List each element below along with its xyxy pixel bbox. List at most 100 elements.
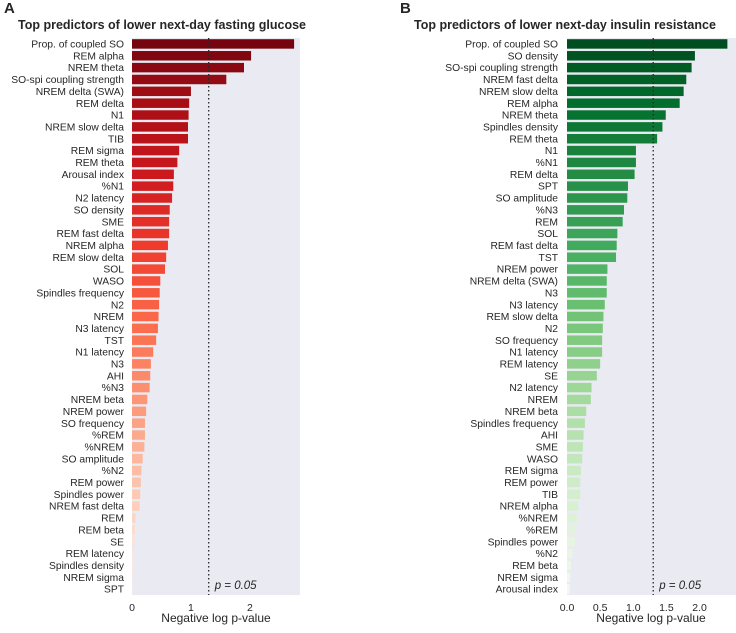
category-label: Prop. of coupled SO (465, 40, 558, 51)
bar-nrem-alpha (567, 501, 578, 510)
category-label: SE (110, 537, 124, 548)
category-label: REM slow delta (52, 253, 124, 264)
category-label: TST (539, 253, 559, 264)
panel-letter-a: A (4, 0, 15, 17)
bar-nrem-fast-delta (132, 501, 140, 510)
category-label: REM power (504, 478, 558, 489)
category-label: SO amplitude (62, 454, 125, 465)
bar-nrem-sigma (132, 572, 133, 581)
bar-nrem-delta-swa (132, 87, 191, 96)
category-label: Arousal index (496, 585, 559, 596)
bar-prop-of-coupled-so (132, 39, 294, 48)
bar-tib (132, 134, 188, 143)
bar-rem-power (567, 478, 580, 487)
category-label: N1 latency (509, 348, 559, 359)
bar-nrem (132, 442, 144, 451)
category-label: Spindles frequency (36, 288, 124, 299)
category-label: Arousal index (62, 170, 125, 181)
bar-se (132, 537, 134, 546)
category-label: N3 (545, 288, 558, 299)
category-label: SO density (508, 51, 559, 62)
category-label: SO frequency (61, 419, 125, 430)
category-label: SO-spi coupling strength (11, 75, 124, 86)
category-label: %NREM (85, 442, 124, 453)
panel-a: A Top predictors of lower next-day fasti… (4, 0, 306, 625)
category-label: Spindles density (49, 561, 125, 572)
bar-n2 (567, 549, 572, 558)
category-label: AHI (541, 431, 558, 442)
panel-a-title: Top predictors of lower next-day fasting… (18, 18, 306, 32)
category-label: N1 (545, 146, 558, 157)
bar-nrem (132, 312, 159, 321)
category-label: REM alpha (73, 51, 124, 62)
bar-rem (567, 525, 576, 534)
bar-rem-theta (132, 158, 177, 167)
bar-n1 (132, 181, 173, 190)
category-label: N3 latency (509, 300, 559, 311)
bar-n1-latency (567, 347, 602, 356)
category-label: %N2 (102, 466, 125, 477)
bar-so-frequency (132, 418, 145, 427)
bar-so-density (132, 205, 170, 214)
category-label: %N2 (536, 549, 559, 560)
category-label: NREM alpha (66, 241, 125, 252)
bar-n2-latency (567, 383, 592, 392)
category-label: NREM fast delta (483, 75, 558, 86)
bar-so-spi-coupling-strength (132, 75, 226, 84)
category-label: Spindles power (488, 537, 559, 548)
category-label: N3 latency (75, 324, 125, 335)
category-label: N2 (545, 324, 558, 335)
bar-tst (132, 335, 156, 344)
category-label: TIB (542, 490, 558, 501)
category-label: N2 (111, 300, 124, 311)
category-label: WASO (527, 454, 558, 465)
bar-n2 (132, 300, 159, 309)
bar-so-frequency (567, 335, 602, 344)
category-label: REM alpha (507, 99, 558, 110)
category-label: REM fast delta (490, 241, 558, 252)
bar-n3 (132, 383, 150, 392)
bar-arousal-index (567, 584, 570, 593)
category-label: SO density (74, 205, 125, 216)
bar-nrem-delta-swa (567, 276, 607, 285)
category-label: Spindles power (54, 490, 125, 501)
category-label: REM sigma (505, 466, 558, 477)
bar-n3-latency (132, 324, 158, 333)
category-label: REM latency (500, 360, 559, 371)
category-label: SO frequency (495, 336, 559, 347)
bar-so-spi-coupling-strength (567, 63, 692, 72)
category-label: N1 latency (75, 348, 125, 359)
bar-nrem-theta (132, 63, 244, 72)
category-label: SO amplitude (496, 194, 559, 205)
category-label: REM latency (66, 549, 125, 560)
category-label: AHI (107, 371, 124, 382)
category-label: SE (544, 371, 558, 382)
panel-b-threshold-label: p = 0.05 (658, 580, 701, 592)
category-label: TIB (108, 134, 124, 145)
category-label: %N1 (102, 182, 125, 193)
bar-n1 (567, 146, 636, 155)
bar-n2 (567, 324, 603, 333)
category-label: Prop. of coupled SO (31, 40, 124, 51)
bar-rem-latency (567, 359, 600, 368)
category-label: NREM (94, 312, 124, 323)
category-label: %NREM (519, 514, 558, 525)
bar-waso (567, 454, 582, 463)
category-label: NREM theta (502, 111, 558, 122)
category-label: REM delta (510, 170, 558, 181)
bar-n3 (567, 205, 624, 214)
bar-n1-latency (132, 347, 153, 356)
bar-n3 (567, 288, 607, 297)
panel-letter-b: B (400, 0, 411, 17)
bar-n3-latency (567, 300, 605, 309)
bar-n1 (567, 158, 636, 167)
category-label: %N3 (536, 205, 559, 216)
category-label: SPT (538, 182, 559, 193)
category-label: NREM alpha (500, 502, 559, 513)
category-label: %REM (92, 431, 124, 442)
bar-nrem-power (132, 407, 146, 416)
panel-a-threshold-label: p = 0.05 (214, 580, 257, 592)
bar-so-amplitude (132, 454, 143, 463)
